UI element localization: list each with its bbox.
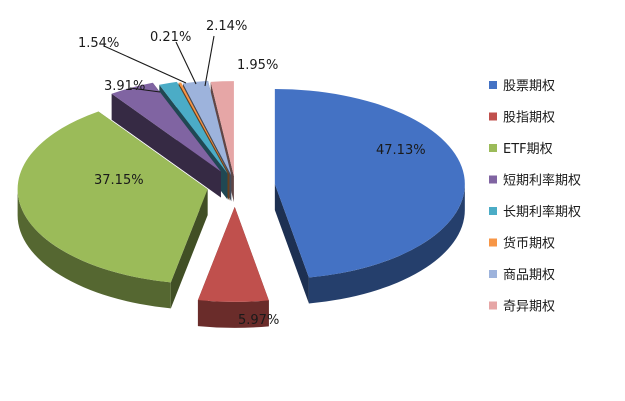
data-label-5: 1.54%: [78, 36, 119, 51]
legend-item-1: 股票期权: [489, 78, 555, 94]
leader-line-5: [103, 45, 187, 84]
pie-slice-3: [17, 111, 208, 309]
pie-slice-2: [197, 206, 269, 328]
legend-label: 短期利率期权: [503, 173, 581, 189]
leader-line-7: [204, 35, 215, 87]
data-labels: 47.13% 5.97% 37.15% 3.91% 1.54% 0.21% 2.14% 1.9…: [78, 19, 426, 328]
legend-label: ETF期权: [503, 141, 553, 157]
legend-item-6: 货币期权: [489, 236, 555, 252]
legend-swatch: [489, 175, 497, 184]
legend-swatch: [489, 144, 497, 152]
legend-item-2: 股指期权: [489, 110, 555, 126]
legend-item-3: ETF期权: [489, 141, 553, 157]
legend-label: 商品期权: [503, 267, 555, 283]
leader-lines: [103, 35, 215, 93]
data-label-6: 0.21%: [150, 30, 191, 45]
legend-label: 股票期权: [503, 78, 555, 94]
legend-swatch: [489, 81, 497, 89]
data-label-8: 1.95%: [237, 58, 278, 73]
pie-slice-4: [111, 82, 221, 198]
leader-line-6: [175, 41, 197, 85]
legend-swatch: [489, 112, 497, 121]
pie-slice-1: [274, 89, 465, 304]
legend-label: 货币期权: [503, 236, 555, 252]
data-label-7: 2.14%: [206, 19, 247, 34]
legend-swatch: [489, 270, 497, 278]
pie-slices: [17, 80, 465, 328]
legend-item-7: 商品期权: [489, 267, 555, 283]
legend-swatch: [489, 301, 497, 310]
legend-label: 奇异期权: [503, 299, 555, 315]
leader-line-4: [129, 87, 161, 93]
legend-item-5: 长期利率期权: [489, 204, 581, 220]
legend-label: 长期利率期权: [503, 204, 581, 220]
legend-swatch: [489, 238, 497, 247]
legend-item-4: 短期利率期权: [489, 173, 581, 189]
data-label-3: 37.15%: [94, 173, 144, 188]
legend-swatch: [489, 207, 497, 215]
data-label-1: 47.13%: [376, 143, 426, 158]
legend-item-8: 奇异期权: [489, 299, 555, 315]
data-label-2: 5.97%: [238, 313, 279, 328]
legend-label: 股指期权: [503, 110, 555, 126]
data-label-4: 3.91%: [104, 79, 145, 94]
